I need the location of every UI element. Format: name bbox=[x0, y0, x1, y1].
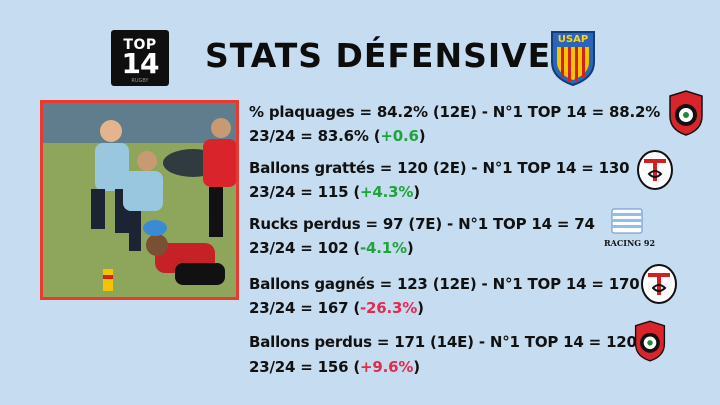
stat-2-line-1: Ballons grattés = 120 (2E) - N°1 TOP 14 … bbox=[249, 159, 630, 177]
stat-1-close: ) bbox=[418, 127, 426, 145]
racing-92-label: RACING 92 bbox=[604, 238, 656, 248]
stat-1-prev-label: 23/24 = 83.6% ( bbox=[249, 127, 381, 145]
usap-logo-text: USAP bbox=[558, 34, 588, 45]
stat-5-prev-label: 23/24 = 156 ( bbox=[249, 358, 361, 376]
rc-toulon-logo bbox=[634, 320, 666, 362]
stat-5-line-2: 23/24 = 156 (+9.6%) bbox=[249, 358, 420, 376]
match-photo bbox=[40, 100, 239, 300]
stat-4-line-2: 23/24 = 167 (-26.3%) bbox=[249, 299, 424, 317]
rc-toulon-logo bbox=[669, 90, 703, 136]
stat-4-prev-label: 23/24 = 167 ( bbox=[249, 299, 361, 317]
rugby-ruck-illustration bbox=[43, 103, 236, 297]
stat-1-line-1: % plaquages = 84.2% (12E) - N°1 TOP 14 =… bbox=[249, 103, 661, 121]
page-title: STATS DÉFENSIVES bbox=[205, 36, 576, 75]
stat-1-line-2: 23/24 = 83.6% (+0.6) bbox=[249, 127, 426, 145]
stat-2-close: ) bbox=[413, 183, 420, 201]
stat-1-delta: +0.6 bbox=[380, 127, 419, 145]
stat-4-delta: -26.3% bbox=[360, 299, 418, 317]
stat-2-delta: +4.3% bbox=[360, 183, 414, 201]
stade-toulousain-logo bbox=[637, 150, 673, 190]
racing-92-logo bbox=[611, 208, 643, 234]
stat-3-close: ) bbox=[406, 239, 414, 257]
stat-4-line-1: Ballons gagnés = 123 (12E) - N°1 TOP 14 … bbox=[249, 275, 640, 293]
usap-logo: USAP bbox=[551, 31, 595, 86]
stat-2-prev-label: 23/24 = 115 ( bbox=[249, 183, 361, 201]
stat-3-delta: -4.1% bbox=[360, 239, 407, 257]
stat-4-close: ) bbox=[417, 299, 424, 317]
stat-2-line-2: 23/24 = 115 (+4.3%) bbox=[249, 183, 420, 201]
stat-5-close: ) bbox=[413, 358, 420, 376]
top14-logo-sub: RUGBY bbox=[131, 78, 149, 84]
top14-logo-top: TOP bbox=[123, 37, 157, 53]
stat-5-line-1: Ballons perdus = 171 (14E) - N°1 TOP 14 … bbox=[249, 333, 637, 351]
stat-3-line-2: 23/24 = 102 (-4.1%) bbox=[249, 239, 414, 257]
top14-logo: TOP 14 RUGBY bbox=[111, 30, 169, 86]
top14-logo-number: 14 bbox=[121, 47, 160, 80]
stat-3-line-1: Rucks perdus = 97 (7E) - N°1 TOP 14 = 74 bbox=[249, 215, 595, 233]
stade-toulousain-logo bbox=[641, 264, 677, 304]
stat-5-delta: +9.6% bbox=[360, 358, 414, 376]
stat-3-prev-label: 23/24 = 102 ( bbox=[249, 239, 361, 257]
